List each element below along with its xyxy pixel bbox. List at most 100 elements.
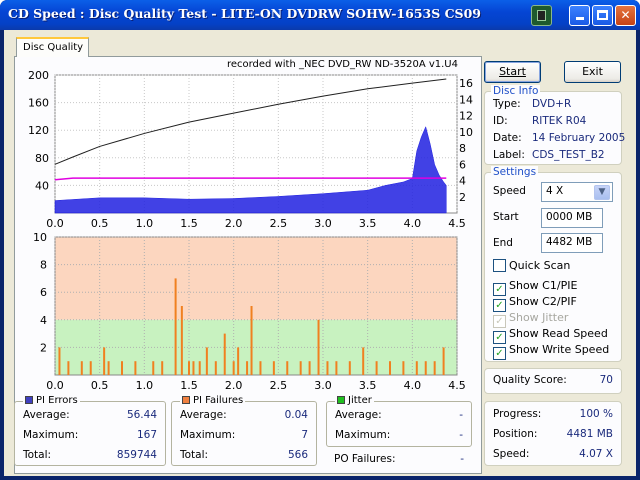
- pi-failures-bar: [152, 361, 155, 375]
- chevron-down-icon: ▼: [594, 185, 610, 200]
- tab-disc-quality[interactable]: Disc Quality: [16, 37, 89, 57]
- speed-label: Speed: [493, 185, 526, 197]
- read-speed-line: [54, 177, 447, 181]
- show-c2-checkbox[interactable]: ✓ Show C2/PIF: [493, 295, 577, 312]
- quality-score-value: 70: [599, 374, 613, 386]
- top-y-right-tick-label: 8: [459, 142, 466, 155]
- pi-failures-total-label: Total:: [180, 449, 209, 461]
- show-write-speed-checkbox[interactable]: ✓ Show Write Speed: [493, 343, 609, 360]
- show-read-speed-checkbox[interactable]: ✓ Show Read Speed: [493, 327, 608, 344]
- pi-failures-legend-icon: [182, 396, 190, 404]
- close-button[interactable]: ✕: [615, 5, 636, 26]
- label-value: CDS_TEST_B2: [532, 149, 605, 161]
- bottom-x-tick-label: 4.5: [448, 379, 466, 392]
- pi-errors-total-label: Total:: [23, 449, 52, 461]
- top-y-left-tick-label: 160: [28, 97, 49, 110]
- pi-errors-title: PI Errors: [36, 395, 78, 406]
- po-failures-row: PO Failures: -: [334, 453, 464, 465]
- end-input[interactable]: 4482 MB: [541, 233, 603, 253]
- progress-box: Progress: 100 % Position: 4481 MB Speed: 4.…: [484, 401, 622, 466]
- date-label: Date:: [493, 132, 522, 144]
- pi-errors-average-label: Average:: [23, 409, 70, 421]
- po-failures-label: PO Failures:: [334, 453, 396, 465]
- show-c1-checkbox[interactable]: ✓ Show C1/PIE: [493, 279, 577, 296]
- top-x-tick-label: 2.5: [270, 217, 288, 230]
- pi-failures-bar: [237, 347, 240, 375]
- bottom-y-tick-label: 8: [40, 259, 47, 272]
- pi-failures-bar: [308, 361, 311, 375]
- type-label: Type:: [493, 98, 521, 110]
- pi-failures-bar: [89, 361, 92, 375]
- top-x-tick-label: 3.5: [359, 217, 377, 230]
- pi-failures-bar: [214, 361, 217, 375]
- checkmark-icon: ✓: [493, 331, 506, 344]
- bottom-x-tick-label: 2.0: [225, 379, 243, 392]
- top-y-right-tick-label: 2: [459, 191, 466, 204]
- checkmark-icon: ✓: [493, 347, 506, 360]
- pi-errors-total: 859744: [116, 449, 157, 461]
- maximize-button[interactable]: [592, 5, 613, 26]
- pi-failures-bar: [299, 361, 302, 375]
- jitter-legend-icon: [337, 396, 345, 404]
- speed-select[interactable]: 4 X ▼: [541, 182, 613, 202]
- checkmark-icon: ✓: [493, 299, 506, 312]
- bottom-x-tick-label: 1.0: [136, 379, 154, 392]
- top-y-left-tick-label: 200: [28, 69, 49, 82]
- bottom-x-tick-label: 4.0: [404, 379, 422, 392]
- pi-failures-bar: [198, 361, 201, 375]
- jitter-maximum: -: [459, 429, 463, 441]
- jitter-average-label: Average:: [335, 409, 382, 421]
- pi-failures-bar: [424, 361, 427, 375]
- settings-title: Settings: [491, 166, 539, 178]
- pi-failures-title: PI Failures: [193, 395, 244, 406]
- bottom-y-tick-label: 10: [33, 231, 47, 244]
- checkmark-icon: ✓: [493, 283, 506, 296]
- app-icon[interactable]: [531, 5, 552, 26]
- top-x-tick-label: 0.5: [91, 217, 109, 230]
- checkmark-icon: ✓: [493, 315, 506, 328]
- bottom-x-tick-label: 2.5: [270, 379, 288, 392]
- pi-failures-average-label: Average:: [180, 409, 227, 421]
- pi-errors-chart: 0.0 0.5 1.0 1.5 2.0 2.5 3.0 3.5 4.0 4.5 40 80 120 160…: [28, 69, 473, 230]
- top-y-left-tick-label: 40: [35, 179, 49, 192]
- jitter-average: -: [459, 409, 463, 421]
- top-x-tick-label: 4.5: [448, 217, 466, 230]
- bottom-y-tick-label: 6: [40, 286, 47, 299]
- pi-failures-bar: [67, 361, 70, 375]
- pi-failures-bar: [107, 361, 110, 375]
- bottom-y-tick-label: 4: [40, 314, 47, 327]
- minimize-button[interactable]: [569, 5, 590, 26]
- pi-failures-bar: [326, 361, 329, 375]
- start-input[interactable]: 0000 MB: [541, 208, 603, 228]
- start-button[interactable]: Start: [484, 61, 541, 83]
- pi-errors-box: PI Errors Average: 56.44 Maximum: 167 Tota…: [14, 395, 166, 466]
- label-label: Label:: [493, 149, 525, 161]
- id-value: RITEK R04: [532, 115, 587, 127]
- write-speed-line: [54, 78, 447, 165]
- position-value: 4481 MB: [566, 428, 613, 440]
- pi-errors-maximum-label: Maximum:: [23, 429, 79, 441]
- pi-failures-bar: [442, 347, 445, 375]
- pi-errors-average: 56.44: [126, 409, 157, 421]
- top-x-tick-label: 1.5: [180, 217, 198, 230]
- top-x-tick-label: 0.0: [46, 217, 64, 230]
- pi-failures-bar: [246, 361, 249, 375]
- title-bar[interactable]: CD Speed : Disc Quality Test - LITE-ON D…: [0, 0, 640, 30]
- close-icon: ✕: [620, 8, 631, 22]
- pi-failures-bar: [415, 361, 418, 375]
- show-jitter-checkbox: ✓ Show Jitter: [493, 311, 568, 328]
- pi-failures-bar: [161, 361, 164, 375]
- top-y-right-tick-label: 6: [459, 158, 466, 171]
- pi-failures-average: 0.04: [284, 409, 308, 421]
- po-failures-value: -: [460, 453, 464, 465]
- top-x-tick-label: 3.0: [314, 217, 332, 230]
- position-label: Position:: [493, 428, 538, 440]
- pi-failures-bar: [259, 361, 262, 375]
- pi-failures-bar: [250, 306, 253, 375]
- bottom-x-tick-label: 0.0: [46, 379, 64, 392]
- quick-scan-checkbox[interactable]: Quick Scan: [493, 259, 570, 272]
- chart-header: recorded with _NEC DVD_RW ND-3520A v1.U4: [226, 59, 458, 70]
- pi-failures-bar: [192, 361, 195, 375]
- exit-button[interactable]: Exit: [564, 61, 621, 83]
